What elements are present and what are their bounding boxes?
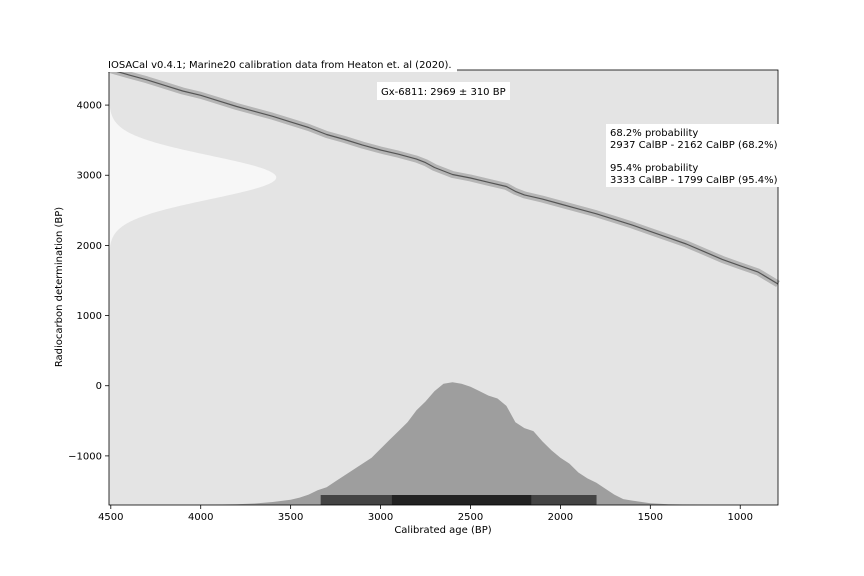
date-label-box [377,82,510,100]
p68-range: 2937 CalBP - 2162 CalBP (68.2%) [610,140,778,151]
y-tick-label: 4000 [77,101,102,112]
x-tick-label: 2000 [548,512,573,523]
y-tick-label: 0 [96,381,102,392]
chart-title: IOSACal v0.4.1; Marine20 calibration dat… [108,60,452,71]
y-tick-label: 3000 [77,171,102,182]
y-tick-label: −1000 [68,451,102,462]
y-axis-ticks: −1000 0 1000 2000 3000 4000 [68,101,109,462]
y-tick-label: 1000 [77,311,102,322]
x-tick-label: 4500 [98,512,123,523]
calibration-curve-line [108,68,779,285]
p95-range: 3333 CalBP - 1799 CalBP (95.4%) [610,175,778,186]
chart-title-background [107,57,457,72]
x-tick-label: 1000 [728,512,753,523]
x-tick-label: 4000 [188,512,213,523]
p68-heading: 68.2% probability [610,128,698,139]
hpd-68-bar [391,495,532,505]
calibrated-distribution [109,382,778,505]
p95-heading: 95.4% probability [610,163,698,174]
radiocarbon-distribution [109,101,277,254]
y-tick-label: 2000 [77,241,102,252]
marks-layer [108,65,780,505]
date-label: Gx-6811: 2969 ± 310 BP [381,87,506,98]
probability-ranges-box [606,124,780,187]
x-tick-label: 1500 [638,512,663,523]
x-axis-label: Calibrated age (BP) [394,525,491,536]
x-tick-label: 3000 [368,512,393,523]
x-tick-label: 3500 [278,512,303,523]
x-tick-label: 2500 [458,512,483,523]
x-axis-ticks: 4500 4000 3500 3000 2500 2000 1500 1000 [98,505,753,523]
y-axis-label: Radiocarbon determination (BP) [54,207,65,367]
